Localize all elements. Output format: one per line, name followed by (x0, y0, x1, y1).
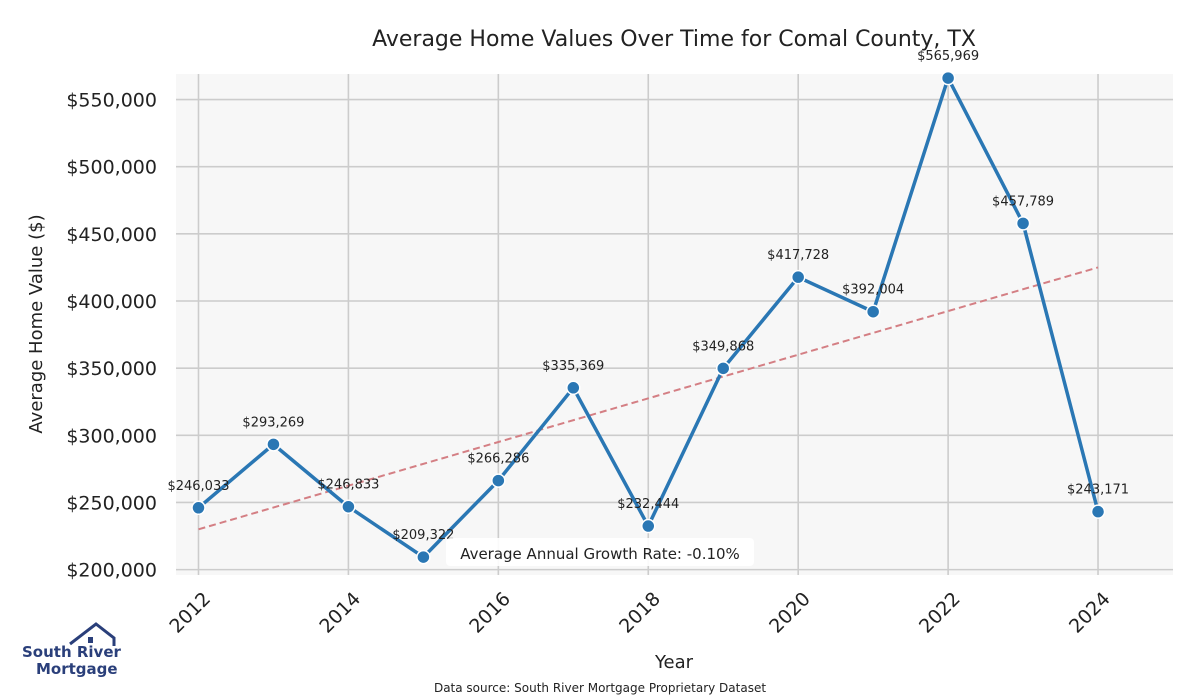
data-point (865, 304, 881, 319)
data-point (191, 500, 206, 516)
brand-logo: South River Mortgage (22, 622, 122, 682)
data-point (940, 70, 956, 86)
data-label: $209,322 (392, 528, 454, 543)
x-axis-label: Year (654, 652, 694, 673)
logo-line-2: Mortgage (36, 660, 118, 678)
data-label: $246,833 (317, 478, 379, 493)
y-tick-label: $500,000 (66, 157, 157, 179)
x-tick-label: 2022 (915, 588, 965, 638)
data-label: $349,868 (692, 339, 754, 354)
x-tick-label: 2014 (315, 588, 365, 638)
data-label: $392,004 (842, 283, 904, 298)
chart-title: Average Home Values Over Time for Comal … (372, 27, 976, 52)
y-tick-labels: $200,000 $250,000 $300,000 $350,000 $400,000… (66, 90, 157, 582)
data-label: $266,286 (467, 452, 529, 467)
data-point (491, 473, 506, 488)
growth-annotation-text: Average Annual Growth Rate: -0.10% (460, 545, 740, 563)
logo-line-1: South River (22, 643, 121, 661)
x-tick-labels: 2012 2014 2016 2018 2020 2022 2024 (165, 588, 1114, 638)
data-point (790, 269, 806, 285)
y-tick-label: $200,000 (66, 560, 157, 582)
data-point (641, 518, 656, 534)
growth-annotation: Average Annual Growth Rate: -0.10% (446, 538, 754, 566)
x-tick-label: 2020 (765, 588, 815, 638)
trend-line (198, 266, 1099, 531)
x-tick-label: 2012 (165, 588, 215, 638)
y-tick-label: $550,000 (66, 90, 157, 112)
y-tick-label: $450,000 (66, 224, 157, 246)
y-tick-label: $400,000 (66, 291, 157, 313)
data-markers (191, 70, 1106, 565)
data-label: $335,369 (542, 359, 604, 374)
data-label: $232,444 (617, 497, 679, 512)
data-label: $246,033 (167, 479, 229, 494)
data-point (416, 549, 431, 565)
plot-area (176, 74, 1173, 575)
grid-layer (176, 74, 1173, 575)
data-point (341, 499, 356, 514)
y-axis-label: Average Home Value ($) (26, 214, 47, 433)
x-tick-label: 2016 (465, 588, 515, 638)
data-label: $243,171 (1067, 483, 1129, 498)
y-tick-label: $300,000 (66, 425, 157, 447)
data-point (715, 361, 731, 376)
data-label: $565,969 (917, 49, 979, 64)
data-point (566, 380, 581, 396)
data-label: $457,789 (992, 194, 1054, 209)
data-point (1015, 216, 1031, 231)
x-tick-label: 2024 (1065, 588, 1115, 638)
y-tick-label: $350,000 (66, 358, 157, 380)
data-labels: $246,033 $293,269 $246,833 $209,322 $266,286… (167, 49, 1129, 543)
data-label: $293,269 (242, 415, 304, 430)
growth-annotation-box (446, 538, 754, 566)
data-label: $417,728 (767, 248, 829, 263)
data-point (1090, 504, 1106, 519)
data-source-note: Data source: South River Mortgage Propri… (433, 681, 767, 695)
y-tick-label: $250,000 (66, 492, 157, 514)
data-point (266, 437, 281, 452)
house-roof-icon (69, 622, 116, 646)
x-tick-label: 2018 (615, 588, 665, 638)
